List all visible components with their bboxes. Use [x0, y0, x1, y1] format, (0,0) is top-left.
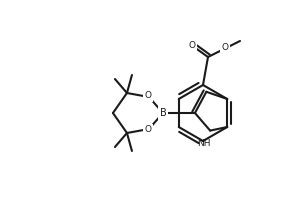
- Text: O: O: [189, 41, 195, 50]
- Text: B: B: [160, 108, 166, 118]
- Text: O: O: [145, 92, 151, 101]
- Text: NH: NH: [197, 139, 211, 148]
- Text: O: O: [145, 125, 151, 134]
- Text: O: O: [222, 42, 229, 51]
